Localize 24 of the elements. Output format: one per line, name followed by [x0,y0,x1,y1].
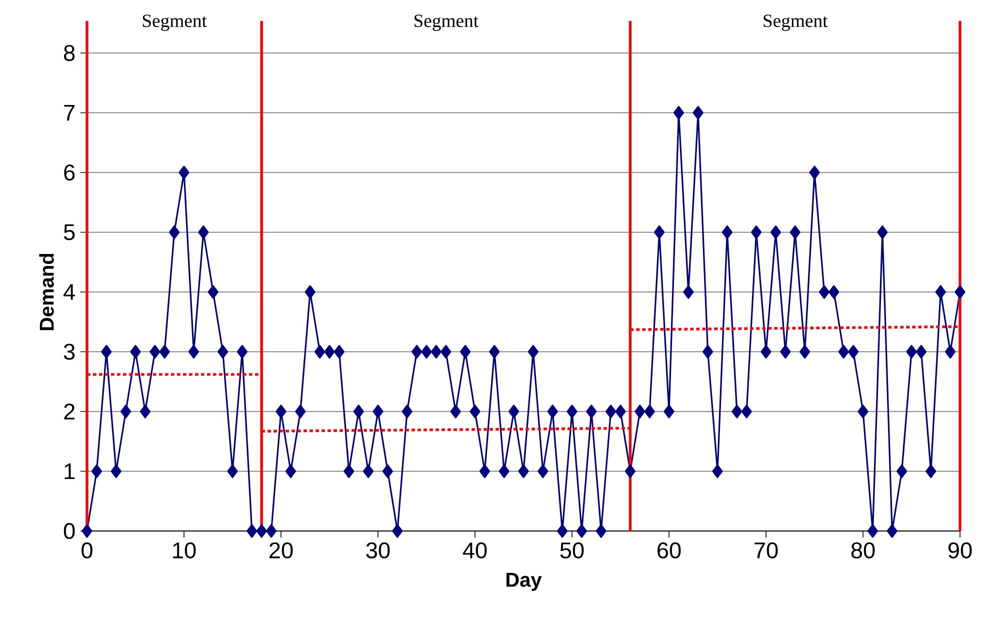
x-tick-label: 60 [658,542,681,558]
y-tick-label: 2 [64,404,74,420]
y-tick-label: 0 [64,522,75,540]
x-tick-label: 80 [851,542,875,558]
text: Segment [764,14,828,31]
x-tick-label: 70 [754,542,778,558]
x-tick-label: 20 [270,542,293,558]
text: Segment [142,14,207,31]
x-axis-title: Day [506,572,542,591]
x-tick-label: 0 [82,542,92,558]
x-tick-label: 30 [366,542,390,558]
y-axis-title: Demand [39,254,54,330]
x-tick-label: 40 [462,542,487,558]
y-tick-label: 6 [64,164,75,181]
y-tick-label: 4 [64,284,75,300]
y-tick-label: 5 [64,224,75,240]
x-tick-label: 90 [948,542,972,558]
x-tick-label: 10 [173,542,196,558]
y-tick-label: 7 [64,104,74,121]
x-tick-label: 50 [560,542,584,558]
y-tick-label: 3 [64,344,75,360]
y-tick-label: 8 [64,44,75,62]
text: Segment [414,14,478,31]
y-tick-label: 1 [64,463,75,480]
